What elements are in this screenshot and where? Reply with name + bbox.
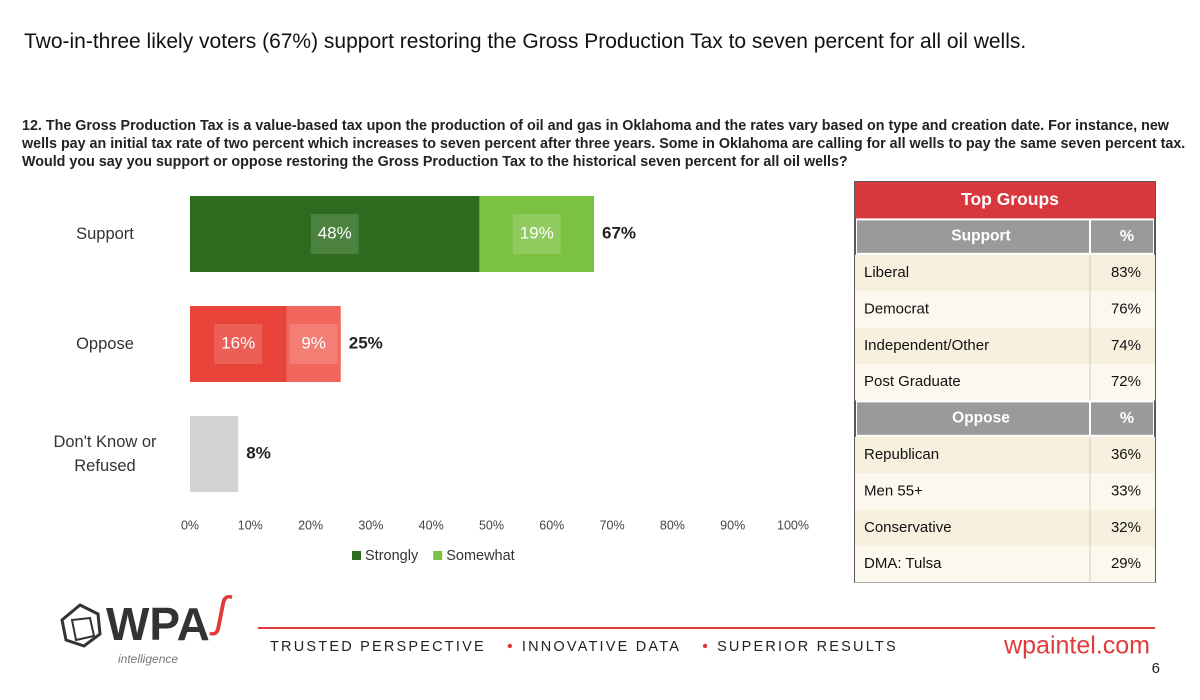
x-tick-label: 50% [479,518,504,532]
section-header: Support [951,228,1010,245]
label-backdrop [289,324,338,364]
x-tick-label: 60% [539,518,564,532]
x-tick-label: 20% [298,518,323,532]
category-label-box: Support [76,225,134,243]
table-cell: 36% [1111,446,1141,463]
table-cell: 76% [1111,300,1141,317]
x-tick-label: 10% [238,518,263,532]
x-tick-label: 0% [181,518,199,532]
bar-segment [190,196,480,272]
table-title: Top Groups [961,189,1059,209]
x-tick-label: 40% [419,518,444,532]
total-label: 25% [349,333,383,352]
table-cell: DMA: Tulsa [864,555,942,572]
legend-swatch [433,551,443,560]
bar-segment [190,416,239,492]
table-cell: Republican [864,446,939,463]
table-row-bg [855,473,1155,510]
x-tick-label: 30% [358,518,383,532]
table-row-bg [855,546,1155,583]
logo-subtext: intelligence [118,652,178,666]
tagline: TRUSTED PERSPECTIVE [270,639,486,655]
page-number: 6 [1152,660,1160,677]
tagline-bullet [507,643,513,649]
table-cell: 74% [1111,337,1141,354]
bar-segment [286,306,341,382]
value-label: 48% [318,223,352,242]
x-tick-label: 80% [660,518,685,532]
table-cell: Democrat [864,300,930,317]
x-tick-label: 70% [600,518,625,532]
tagline: SUPERIOR RESULTS [717,639,898,655]
table-title-bg [855,182,1155,219]
category-label: Support [76,225,134,243]
section-header-bg [1091,402,1153,435]
logo-icon [60,603,102,648]
tagline: INNOVATIVE DATA [522,639,681,655]
tagline-bullet [702,643,708,649]
table-row-bg [855,509,1155,546]
slide-title: Two-in-three likely voters (67%) support… [24,30,1027,53]
value-label: 16% [221,333,255,352]
section-pct-header: % [1120,410,1134,427]
x-tick-label: 100% [777,518,809,532]
category-label-box: Don't Know or Refused [53,433,157,475]
table-cell: Liberal [864,264,909,281]
label-backdrop [310,214,359,254]
footer-url: wpaintel.com [1003,632,1150,660]
table-cell: 83% [1111,264,1141,281]
legend-swatch [352,551,361,560]
table-cell: 32% [1111,519,1141,536]
section-header-bg [857,220,1089,253]
category-label-box: Oppose [76,335,134,353]
label-backdrop [512,214,561,254]
logo-text: WPA [106,598,210,650]
section-header: Oppose [952,410,1010,427]
table-row-bg [855,327,1155,364]
table-cell: Independent/Other [864,337,989,354]
total-label: 8% [246,443,271,462]
table-cell: 72% [1111,373,1141,390]
table-row-bg [855,436,1155,474]
table-row-bg [855,291,1155,328]
table-cell: 29% [1111,555,1141,572]
value-label: 19% [520,223,554,242]
category-label: Oppose [76,335,134,353]
table-cell: Men 55+ [864,482,923,499]
section-header-bg [1091,220,1153,253]
legend-label: Somewhat [446,548,515,564]
table-cell: Conservative [864,519,952,536]
section-header-bg [857,402,1089,435]
total-label: 67% [602,223,636,242]
logo-icon-inner [70,616,96,642]
table-cell: Post Graduate [864,373,961,390]
table-cell: 33% [1111,482,1141,499]
question-text: 12. The Gross Production Tax is a value-… [22,118,1186,170]
x-tick-label: 90% [720,518,745,532]
label-backdrop [214,324,263,364]
table-row-bg [855,254,1155,292]
bar-segment [190,306,287,382]
category-label: Don't Know or Refused [53,433,157,475]
value-label: 9% [301,333,326,352]
bar-segment [479,196,595,272]
logo-accent: ʃ [209,588,233,637]
table-row-bg [855,364,1155,401]
legend-label: Strongly [365,548,419,564]
section-pct-header: % [1120,228,1134,245]
